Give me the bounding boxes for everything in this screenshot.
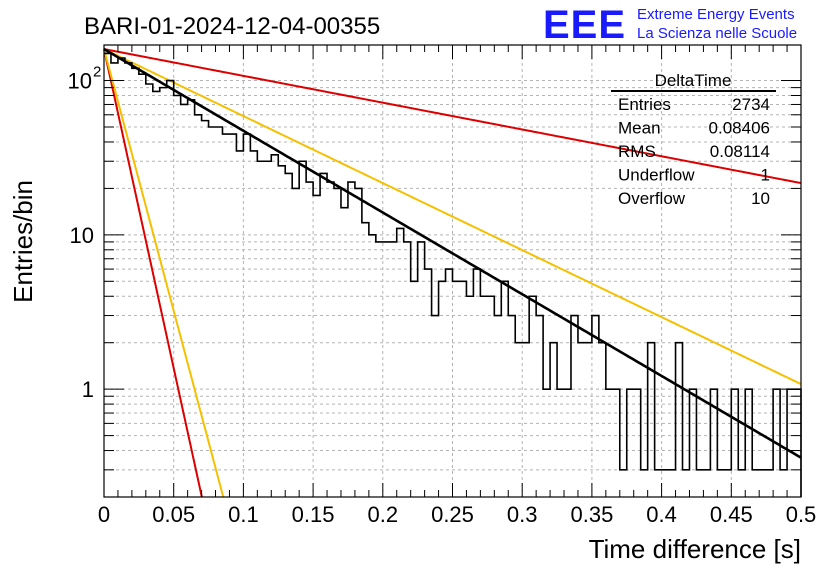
fit-curve	[103, 47, 802, 459]
stats-row-value: 0.08406	[709, 119, 770, 138]
x-tick-label: 0	[98, 502, 110, 527]
stats-row-value: 0.08114	[710, 142, 770, 161]
stats-row-value: 1	[761, 166, 770, 185]
x-tick-label: 0.3	[507, 502, 538, 527]
y-axis-label: Entries/bin	[8, 180, 38, 303]
stats-box: DeltaTime Entries 2734 Mean 0.08406 RMS 0.081…	[611, 71, 776, 208]
x-tick-label: 0.2	[368, 502, 399, 527]
logo-mark: EEE	[543, 3, 626, 47]
x-tick-label: 0.05	[152, 502, 195, 527]
x-tick-label: 0.15	[292, 502, 335, 527]
histogram	[104, 52, 802, 497]
eee-logo: EEE Extreme Energy Events La Scienza nel…	[543, 3, 797, 47]
histogram-outline	[104, 52, 802, 497]
reference-curves	[103, 48, 802, 498]
logo-line2: La Scienza nelle Scuole	[637, 25, 797, 42]
stats-row-label: Underflow	[618, 166, 695, 185]
stats-row-value: 10	[751, 189, 770, 208]
yellow-reference-curve	[103, 48, 225, 498]
x-tick-label: 0.5	[786, 502, 817, 527]
stats-row-label: Entries	[618, 95, 671, 114]
stats-row-label: RMS	[618, 142, 656, 161]
x-tick-label: 0.35	[570, 502, 613, 527]
red-reference-curve	[103, 48, 203, 498]
x-tick-label: 0.45	[710, 502, 753, 527]
fit-curve-group	[103, 47, 802, 459]
x-tick-labels: 0 0.05 0.1 0.15 0.2 0.25 0.3 0.35 0.4 0.45 0.5	[98, 502, 816, 527]
grid	[104, 45, 801, 498]
x-tick-label: 0.1	[228, 502, 259, 527]
stats-row-value: 2734	[732, 95, 770, 114]
stats-title: DeltaTime	[655, 71, 732, 90]
logo-line1: Extreme Energy Events	[637, 6, 795, 23]
red-reference-curve	[103, 48, 802, 185]
y-tick-exponent: 2	[93, 64, 101, 81]
stats-row-label: Overflow	[618, 189, 686, 208]
stats-row-label: Mean	[618, 119, 661, 138]
y-tick-label: 10	[68, 69, 92, 94]
x-tick-label: 0.4	[646, 502, 677, 527]
chart-title: BARI-01-2024-12-04-00355	[84, 13, 380, 40]
y-tick-label: 1	[82, 377, 94, 402]
stats-rows: Entries 2734 Mean 0.08406 RMS 0.08114 Underflo…	[618, 95, 770, 208]
x-axis-label: Time difference [s]	[589, 534, 801, 564]
axis-ticks	[103, 45, 802, 498]
y-tick-label: 10	[70, 223, 94, 248]
x-tick-label: 0.25	[431, 502, 474, 527]
yellow-reference-curve	[103, 48, 802, 386]
